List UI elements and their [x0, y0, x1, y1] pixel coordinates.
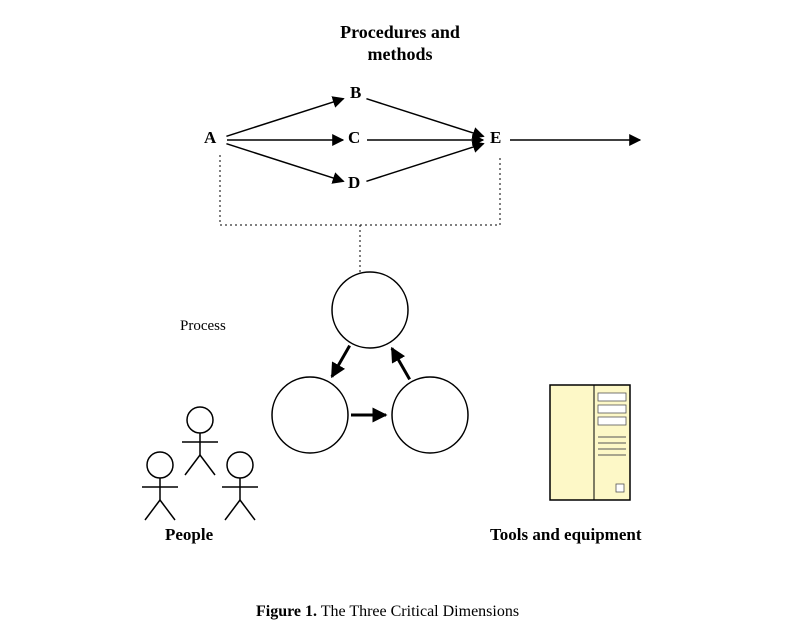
node-D-label: D — [348, 173, 360, 193]
people-label: People — [165, 525, 213, 545]
figure-stage: Procedures and methods A B C D E Process… — [0, 0, 800, 625]
diagram-svg — [0, 0, 800, 625]
title-line2: methods — [300, 44, 500, 66]
title-line1: Procedures and — [300, 22, 500, 44]
caption-bold: Figure 1. — [256, 603, 317, 620]
process-label: Process — [180, 318, 226, 335]
caption-rest: The Three Critical Dimensions — [317, 603, 519, 620]
node-A-label: A — [204, 128, 216, 148]
node-B-label: B — [350, 83, 361, 103]
node-C-label: C — [348, 128, 360, 148]
node-E-label: E — [490, 128, 501, 148]
figure-caption: Figure 1. The Three Critical Dimensions — [240, 585, 519, 639]
tools-label: Tools and equipment — [490, 525, 641, 545]
